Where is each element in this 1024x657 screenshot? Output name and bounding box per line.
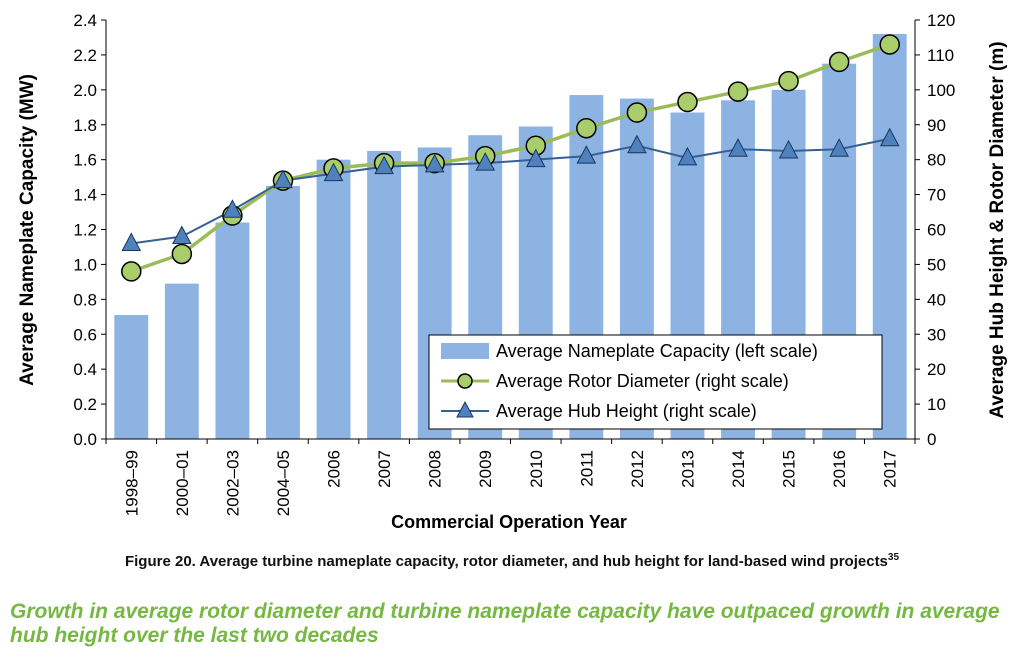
- y-tick-label-5: 1.0: [73, 255, 97, 274]
- legend-marker-rotor: [457, 373, 473, 389]
- y2-tick-label-7: 70: [927, 186, 946, 205]
- y-tick-label-0: 0.0: [73, 430, 97, 449]
- hub-point-0: [121, 232, 142, 251]
- hub-point-5: [374, 155, 394, 175]
- hub-point-3: [273, 169, 293, 189]
- bar-4: [316, 159, 351, 439]
- chart: 0.0 0.2 0.4 0.6 0.8 1.0 1.2 1.4 1.6 1.8 2.0 2.2 2.4 0…: [17, 11, 1008, 532]
- rotor-point-15: [879, 34, 900, 55]
- x-tick-label-1: 2000–01: [173, 450, 192, 516]
- hub-point-4: [323, 162, 344, 182]
- legend: Average Nameplate Capacity (left scale) …: [428, 334, 883, 430]
- rotor-point-0: [121, 261, 142, 282]
- x-tick-label-4: 2006: [325, 450, 344, 488]
- hub-point-2: [222, 199, 243, 218]
- y-tick-label-10: 2.0: [73, 81, 97, 100]
- subtitle: Growth in average rotor diameter and tur…: [10, 600, 1000, 647]
- bar-1: [164, 283, 199, 439]
- x-tick-label-11: 2013: [678, 450, 697, 488]
- y2-tick-label-6: 60: [927, 221, 946, 240]
- rotor-point-11: [677, 91, 698, 113]
- y2-tick-label-3: 30: [927, 325, 946, 344]
- y2-tick-label-1: 10: [927, 395, 946, 414]
- rotor-point-1: [171, 243, 193, 265]
- x-tick-label-3: 2004–05: [274, 450, 293, 516]
- y-tick-label-9: 1.8: [73, 116, 97, 135]
- hub-point-9: [576, 145, 597, 164]
- y-tick-label-3: 0.6: [73, 325, 97, 344]
- hub-point-6: [424, 153, 445, 173]
- legend-swatch-capacity: [441, 343, 489, 359]
- hub-point-12: [728, 138, 748, 157]
- legend-box: [428, 334, 883, 430]
- y-tick-label-11: 2.2: [73, 46, 97, 65]
- x-tick-label-9: 2011: [577, 450, 596, 487]
- y-tick-label-6: 1.2: [73, 221, 97, 240]
- x-tick-label-2: 2002–03: [223, 450, 242, 516]
- x-tick-label-10: 2012: [628, 450, 647, 488]
- y-tick-label-12: 2.4: [73, 11, 97, 30]
- hub-point-1: [172, 225, 192, 244]
- y2-tick-label-8: 80: [927, 151, 946, 170]
- hub-point-8: [525, 148, 546, 168]
- rotor-point-10: [626, 102, 648, 123]
- x-tick-label-7: 2009: [476, 450, 495, 488]
- y2-tick-label-11: 110: [927, 46, 954, 65]
- y-tick-label-1: 0.2: [73, 395, 97, 414]
- hub-point-13: [778, 139, 799, 159]
- rotor-diameter-line: [130, 42, 891, 274]
- legend-label-rotor: Average Rotor Diameter (right scale): [496, 371, 789, 391]
- x-tick-label-6: 2008: [426, 450, 445, 488]
- y-tick-label-7: 1.4: [73, 186, 97, 205]
- caption-text: Figure 20. Average turbine nameplate cap…: [124, 553, 888, 570]
- caption-footnote: 35: [887, 552, 900, 563]
- y2-tick-label-5: 50: [927, 255, 946, 274]
- hub-point-11: [677, 146, 698, 166]
- bar-3: [266, 185, 300, 439]
- lines-group: [121, 34, 900, 282]
- y-tick-label-2: 0.4: [73, 360, 97, 379]
- legend-label-hub: Average Hub Height (right scale): [496, 401, 757, 421]
- bar-2: [215, 222, 250, 439]
- x-tick-label-13: 2015: [780, 450, 799, 488]
- y2-tick-label-2: 20: [927, 360, 946, 379]
- x-tick-label-12: 2014: [729, 450, 748, 488]
- hub-height-line: [131, 137, 890, 245]
- x-tick-label-5: 2007: [375, 450, 394, 488]
- y2-tick-label-9: 90: [927, 116, 946, 135]
- bar-0: [114, 315, 149, 439]
- rotor-point-9: [576, 117, 597, 139]
- x-tick-label-8: 2010: [527, 450, 546, 488]
- bar-5: [367, 150, 402, 439]
- y-tick-label-4: 0.8: [73, 290, 97, 309]
- y2-tick-label-0: 0: [927, 430, 936, 449]
- hub-point-10: [627, 134, 647, 154]
- legend-marker-hub: [456, 400, 474, 418]
- x-tick-label-0: 1998–99: [122, 450, 141, 516]
- x-axis-label: Commercial Operation Year: [391, 512, 627, 532]
- y2-tick-label-4: 40: [927, 290, 946, 309]
- rotor-point-14: [828, 51, 850, 73]
- rotor-point-12: [727, 81, 749, 102]
- rotor-point-13: [778, 70, 799, 92]
- hub-point-7: [475, 152, 496, 171]
- ticks-group: 0.0 0.2 0.4 0.6 0.8 1.0 1.2 1.4 1.6 1.8 2.0 2.2 2.4 0…: [73, 11, 955, 516]
- y2-axis-label: Average Hub Height & Rotor Diameter (m): [987, 41, 1008, 418]
- y2-tick-label-12: 120: [927, 11, 955, 30]
- x-tick-label-15: 2017: [881, 450, 900, 488]
- hub-point-15: [879, 127, 900, 147]
- y2-tick-label-10: 100: [927, 81, 955, 100]
- y-axis-label: Average Nameplate Capacity (MW): [17, 74, 38, 386]
- axes-group: [101, 19, 920, 444]
- y-tick-label-8: 1.6: [73, 151, 97, 170]
- x-tick-label-14: 2016: [830, 450, 849, 488]
- legend-label-capacity: Average Nameplate Capacity (left scale): [496, 341, 818, 361]
- figure-caption: Figure 20. Average turbine nameplate cap…: [0, 552, 1024, 570]
- hub-point-14: [829, 138, 849, 157]
